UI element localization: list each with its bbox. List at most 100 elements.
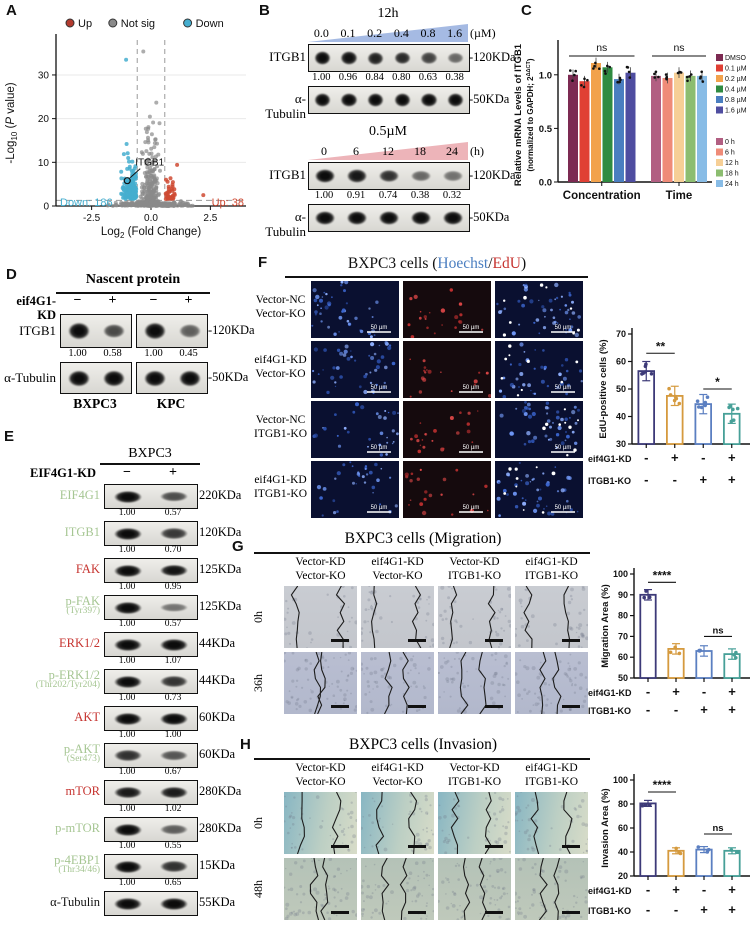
wb-blot xyxy=(104,669,198,694)
data-point xyxy=(114,203,119,208)
cell-texture-dot xyxy=(460,916,463,919)
wb-value: 1.00 xyxy=(118,841,136,851)
cell-texture-dot xyxy=(426,915,428,917)
wb-band xyxy=(376,208,402,228)
cell-texture-dot xyxy=(404,652,407,654)
col-label: Vector-KD xyxy=(449,556,500,568)
wb-blot xyxy=(60,362,132,394)
cell-texture-dot xyxy=(295,893,299,896)
cell-dot xyxy=(567,308,570,312)
wb-band xyxy=(109,562,147,579)
cell-texture-dot xyxy=(333,888,337,892)
cell-dot xyxy=(350,355,353,359)
wb-kda: 125KDa xyxy=(199,599,242,613)
data-dot xyxy=(627,70,631,74)
cell-texture-dot xyxy=(585,849,588,852)
cell-texture-dot xyxy=(523,914,527,919)
cell-texture-dot xyxy=(451,813,455,818)
cell-dot xyxy=(370,342,375,347)
cell-texture-dot xyxy=(451,904,456,908)
data-dot xyxy=(674,846,678,851)
cell-dot xyxy=(333,511,337,515)
cell-texture-dot xyxy=(361,891,364,895)
cell-texture-dot xyxy=(523,688,527,692)
cell-texture-dot xyxy=(366,711,369,714)
cell-dot xyxy=(363,374,367,379)
data-point xyxy=(170,182,175,187)
cell-dot xyxy=(409,358,411,361)
wb-band xyxy=(311,48,333,68)
cell-texture-dot xyxy=(580,632,584,636)
cell-dot xyxy=(545,401,550,405)
scale-bar-label: 50 µm xyxy=(371,325,388,331)
cell-dot xyxy=(336,348,341,352)
cell-texture-dot xyxy=(516,911,520,915)
cell-dot xyxy=(316,304,319,307)
cell-texture-dot xyxy=(518,907,522,911)
cell-texture-dot xyxy=(373,800,376,803)
kd-row-label: EIF4G1-KD xyxy=(30,466,96,480)
data-point xyxy=(154,191,159,196)
wound-assay-image xyxy=(513,791,589,855)
wb-name: EIF4G1 xyxy=(59,488,100,502)
data-dot xyxy=(618,76,622,80)
bar xyxy=(637,370,656,445)
cell-texture-dot xyxy=(321,820,324,822)
cell-texture-dot xyxy=(578,804,582,808)
y-tick-label: 0 xyxy=(43,202,49,213)
cell-dot xyxy=(427,369,432,374)
wb-kda: -50KDa xyxy=(469,210,510,224)
cell-texture-dot xyxy=(553,623,557,627)
cell-dot xyxy=(426,369,428,371)
cell-texture-dot xyxy=(341,808,345,811)
cell-texture-dot xyxy=(337,891,340,894)
cell-dot xyxy=(419,502,424,506)
cell-texture-dot xyxy=(287,701,291,705)
scale-bar-label: 50 µm xyxy=(463,505,480,511)
cell-texture-dot xyxy=(292,816,296,820)
cell-texture-dot xyxy=(581,634,585,639)
bar xyxy=(639,802,657,877)
cell-texture-dot xyxy=(584,695,587,698)
cell-texture-dot xyxy=(326,911,329,914)
panel-e-letter: E xyxy=(4,428,15,445)
cell-dot xyxy=(314,310,318,314)
data-dot xyxy=(616,80,619,84)
data-dot xyxy=(698,648,702,653)
data-dot xyxy=(593,64,596,68)
wound-edge-line xyxy=(484,791,492,855)
col-label: ITGB1-KO xyxy=(447,570,502,582)
cell-texture-dot xyxy=(455,621,458,624)
wb-band xyxy=(155,601,193,614)
cell-texture-dot xyxy=(379,817,381,820)
cell-dot xyxy=(344,280,349,285)
cell-dot xyxy=(568,293,572,297)
cell-dot xyxy=(533,435,538,440)
cell-texture-dot xyxy=(319,825,323,829)
data-point xyxy=(152,187,156,192)
cell-texture-dot xyxy=(495,588,498,591)
cell-texture-dot xyxy=(288,690,291,693)
cell-texture-dot xyxy=(521,819,524,821)
cell-dot xyxy=(386,441,389,444)
cell-texture-dot xyxy=(369,895,373,900)
cell-texture-dot xyxy=(364,865,367,868)
cell-texture-dot xyxy=(498,646,500,648)
cell-dot xyxy=(378,344,381,347)
wb-band xyxy=(109,488,147,505)
cell-texture-dot xyxy=(585,889,588,892)
edu-positive-dot xyxy=(563,408,566,411)
cell-texture-dot xyxy=(504,831,508,836)
cell-texture-dot xyxy=(571,821,574,823)
cell-texture-dot xyxy=(389,595,392,598)
wb-kda: -50KDa xyxy=(208,369,249,384)
cell-texture-dot xyxy=(293,796,296,799)
cell-texture-dot xyxy=(451,677,456,682)
wb-blot xyxy=(104,558,198,583)
cell-dot xyxy=(410,335,415,339)
cell-dot xyxy=(319,496,323,500)
hoechst-image: 50 µm xyxy=(311,340,399,398)
wb-name: ITGB1 xyxy=(64,525,100,539)
cell-texture-dot xyxy=(307,910,312,915)
data-dot xyxy=(644,589,648,593)
